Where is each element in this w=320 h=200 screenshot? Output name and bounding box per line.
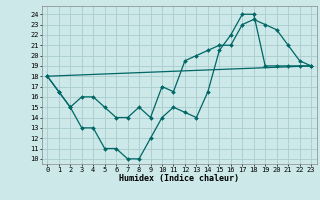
X-axis label: Humidex (Indice chaleur): Humidex (Indice chaleur) — [119, 174, 239, 183]
